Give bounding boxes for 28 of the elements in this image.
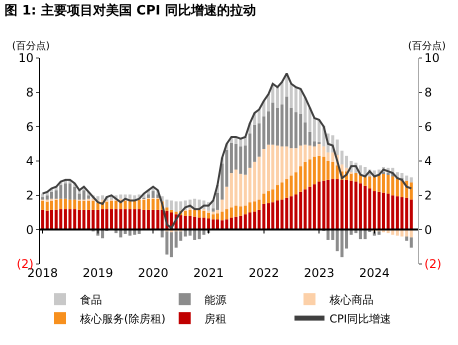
x-tick-label: 2022 bbox=[248, 266, 280, 280]
legend-label: 核心服务(除房租) bbox=[79, 312, 166, 326]
legend-label: 能源 bbox=[204, 293, 227, 306]
x-tick-label: 2021 bbox=[193, 266, 224, 280]
y-tick-label: 0 bbox=[26, 222, 34, 237]
legend-label: 核心商品 bbox=[328, 293, 374, 306]
y-tick-label: 10 bbox=[18, 51, 34, 66]
y2-tick-label: 4 bbox=[424, 154, 432, 168]
y-tick-label: 2 bbox=[26, 188, 34, 203]
y2-tick-label: (2) bbox=[424, 257, 442, 272]
y-tick-label: 6 bbox=[26, 120, 34, 134]
y-tick-label: 8 bbox=[26, 86, 34, 100]
legend-label: 食品 bbox=[80, 293, 102, 306]
legend-label: CPI同比增速 bbox=[329, 312, 392, 326]
y-axis-title: (百分点) bbox=[12, 40, 50, 52]
x-tick-label: 2024 bbox=[359, 266, 390, 280]
chart-title: 图 1: 主要项目对美国 CPI 同比增速的拉动 bbox=[4, 2, 256, 18]
x-tick-label: 2020 bbox=[138, 266, 168, 280]
y2-axis-title: (百分点) bbox=[408, 40, 446, 52]
x-tick-label: 2019 bbox=[82, 266, 114, 280]
y2-tick-label: 10 bbox=[424, 51, 440, 66]
legend-label: 房租 bbox=[204, 312, 227, 326]
y2-tick-label: 2 bbox=[424, 188, 432, 203]
x-tick-label: 2023 bbox=[304, 266, 334, 280]
y2-tick-label: 0 bbox=[424, 222, 432, 237]
y2-tick-label: 6 bbox=[424, 120, 432, 134]
y-tick-label: 4 bbox=[26, 154, 34, 168]
y2-tick-label: 8 bbox=[424, 86, 432, 100]
